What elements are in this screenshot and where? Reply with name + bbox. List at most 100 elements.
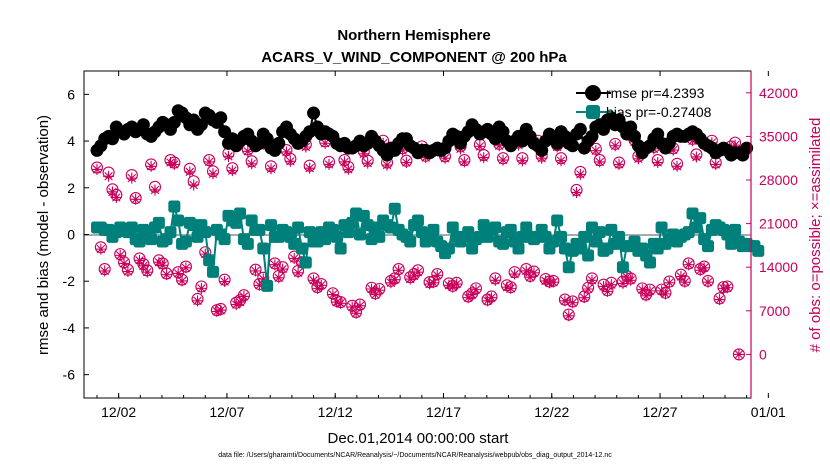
- obs-assimilated-point: [242, 145, 254, 157]
- bias-point: [655, 221, 668, 234]
- obs-assimilated-point: [234, 296, 246, 308]
- chart-title: Northern Hemisphere: [337, 27, 490, 44]
- obs-assimilated-point: [497, 154, 509, 166]
- obs-assimilated-point: [284, 155, 296, 167]
- bias-point: [342, 226, 355, 239]
- obs-assimilated-point: [590, 145, 602, 157]
- obs-assimilated-point: [172, 267, 184, 279]
- obs-assimilated-point: [586, 274, 598, 286]
- bias-point: [489, 221, 502, 234]
- y2-tick-label: 21000: [759, 216, 798, 232]
- bias-point: [520, 221, 533, 234]
- legend-bias: bias pr=-0.27408: [606, 104, 712, 120]
- obs-assimilated-point: [273, 272, 285, 284]
- legend-rmse: rmse pr=4.2393: [606, 85, 705, 101]
- bias-point: [562, 261, 575, 274]
- bias-point: [643, 256, 656, 269]
- bias-point: [442, 242, 455, 255]
- y-axis-left: 6 4 2 0 -2 -4 -6: [63, 86, 89, 383]
- y-tick-label: -6: [63, 367, 76, 383]
- bias-point: [334, 242, 347, 255]
- obs-assimilated-point: [516, 155, 528, 167]
- bias-point: [168, 200, 181, 213]
- y-tick-label: -2: [63, 273, 76, 289]
- obs-assimilated-point: [733, 348, 745, 360]
- obs-assimilated-point: [547, 276, 559, 288]
- bias-point: [152, 216, 165, 229]
- bias-point: [582, 249, 595, 262]
- obs-assimilated-point: [381, 159, 393, 171]
- x-tick-label: 12/12: [318, 404, 353, 420]
- bias-point: [694, 212, 707, 225]
- bias-point: [512, 242, 525, 255]
- bias-point: [555, 230, 568, 243]
- obs-assimilated-point: [308, 274, 320, 286]
- rmse-point: [566, 139, 580, 153]
- obs-assimilated-point: [524, 271, 536, 283]
- obs-assimilated-point: [331, 296, 343, 308]
- obs-assimilated-point: [354, 300, 366, 312]
- obs-assimilated-point: [350, 307, 362, 319]
- rmse-point: [740, 141, 754, 155]
- bias-point: [145, 233, 158, 246]
- rmse-point: [272, 136, 286, 150]
- obs-assimilated-point: [257, 273, 269, 285]
- y-axis-right: 42000 35000 28000 21000 14000 7000 0: [746, 85, 798, 362]
- obs-assimilated-point: [250, 265, 262, 277]
- obs-assimilated-point: [721, 282, 733, 294]
- obs-assimilated-point: [226, 165, 238, 177]
- obs-assimilated-point: [601, 285, 613, 297]
- bias-point: [203, 254, 216, 267]
- obs-assimilated-point: [280, 146, 292, 158]
- obs-assimilated-point: [99, 265, 111, 277]
- bias-point: [690, 221, 703, 234]
- y-axis-label: rmse and bias (model - observation): [35, 115, 52, 355]
- obs-assimilated-point: [114, 249, 126, 261]
- obs-assimilated-point: [729, 139, 741, 151]
- bias-point: [613, 230, 626, 243]
- obs-assimilated-point: [528, 267, 540, 279]
- obs-assimilated-point: [466, 289, 478, 301]
- obs-assimilated-point: [675, 271, 687, 283]
- obs-assimilated-point: [292, 267, 304, 279]
- y2-tick-label: 35000: [759, 128, 798, 144]
- obs-assimilated-point: [644, 285, 656, 297]
- obs-assimilated-point: [335, 297, 347, 309]
- obs-assimilated-point: [192, 295, 204, 307]
- obs-assimilated-point: [300, 141, 312, 153]
- obs-assimilated-point: [342, 163, 354, 175]
- obs-assimilated-point: [346, 301, 358, 313]
- obs-assimilated-point: [667, 144, 679, 156]
- obs-assimilated-point: [126, 172, 138, 184]
- y2-tick-label: 42000: [759, 85, 798, 101]
- obs-assimilated-point: [571, 186, 583, 198]
- chart-canvas: Northern Hemisphere ACARS_V_WIND_COMPONE…: [35, 27, 824, 447]
- y2-axis-label: # of obs: o=possible; ×=assimilated: [807, 118, 824, 353]
- obs-assimilated-point: [478, 152, 490, 164]
- chart-subtitle: ACARS_V_WIND_COMPONENT @ 200 hPa: [261, 49, 567, 66]
- rmse-point: [194, 118, 208, 132]
- obs-assimilated-point: [393, 264, 405, 276]
- obs-assimilated-point: [253, 279, 265, 291]
- obs-assimilated-point: [149, 184, 161, 196]
- obs-assimilated-point: [594, 156, 606, 168]
- obs-assimilated-point: [458, 156, 470, 168]
- legend-bias-marker: [586, 105, 600, 119]
- bias-point: [404, 235, 417, 248]
- obs-assimilated-point: [246, 158, 258, 170]
- obs-assimilated-point: [574, 168, 586, 180]
- obs-assimilated-point: [427, 277, 439, 289]
- obs-assimilated-point: [702, 276, 714, 288]
- obs-assimilated-point: [679, 276, 691, 288]
- bias-point: [253, 223, 266, 236]
- footnote: data file: /Users/gharamti/Documents/NCA…: [218, 452, 612, 459]
- bias-point: [241, 237, 254, 250]
- bias-point: [207, 265, 220, 278]
- obs-assimilated-point: [609, 140, 621, 152]
- obs-assimilated-point: [439, 152, 451, 164]
- rmse-point: [307, 106, 321, 120]
- bias-point: [427, 223, 440, 236]
- obs-assimilated-point: [687, 135, 699, 147]
- y2-tick-label: 0: [759, 346, 767, 362]
- bias-point: [245, 214, 258, 227]
